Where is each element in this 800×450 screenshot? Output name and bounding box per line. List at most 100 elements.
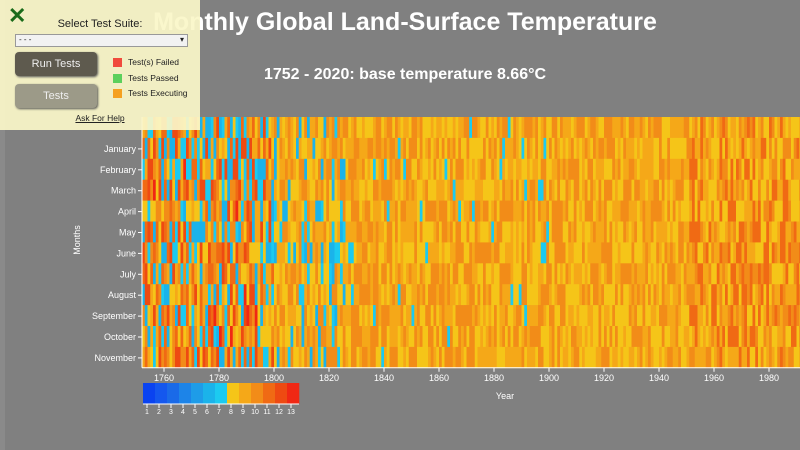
heatmap-cell <box>560 326 564 348</box>
heatmap-cell <box>480 117 484 139</box>
heatmap-cell <box>389 117 393 139</box>
heatmap-cell <box>285 137 289 160</box>
heatmap-cell <box>362 179 366 201</box>
heatmap-cell <box>620 158 624 180</box>
heatmap-cell <box>158 200 162 222</box>
heatmap-cell <box>345 326 349 348</box>
heatmap-cell <box>598 158 602 180</box>
heatmap-cell <box>683 221 687 243</box>
heatmap-cell <box>408 284 412 306</box>
heatmap-cell <box>626 326 630 348</box>
heatmap-cell <box>378 242 382 264</box>
heatmap-cell <box>340 137 344 160</box>
heatmap-cell <box>741 117 745 139</box>
heatmap-cell <box>708 284 712 306</box>
heatmap-cell <box>279 117 283 139</box>
test-suite-select[interactable]: - - - ▾ <box>15 34 188 47</box>
heatmap-cell <box>301 158 305 180</box>
close-icon[interactable]: ✕ <box>8 3 27 28</box>
heatmap-cell <box>452 346 456 369</box>
heatmap-cell <box>725 137 729 160</box>
heatmap-cell <box>455 346 459 369</box>
heatmap-cell <box>199 284 203 306</box>
heatmap-cell <box>483 242 487 264</box>
heatmap-cell <box>576 242 580 264</box>
heatmap-cell <box>626 137 630 160</box>
heatmap-cell <box>144 242 148 264</box>
heatmap-cell <box>175 326 179 348</box>
heatmap-cell <box>304 326 308 348</box>
heatmap-cell <box>243 179 247 201</box>
heatmap-cell <box>408 242 412 264</box>
heatmap-cell <box>370 242 374 264</box>
heatmap-cell <box>604 284 608 306</box>
heatmap-cell <box>510 179 514 201</box>
heatmap-cell <box>554 263 558 285</box>
heatmap-cell <box>612 179 616 201</box>
run-tests-button[interactable]: Run Tests <box>15 52 97 76</box>
heatmap-cell <box>326 117 330 139</box>
heatmap-cell <box>747 305 751 327</box>
heatmap-cell <box>274 284 278 306</box>
heatmap-cell <box>535 346 539 369</box>
x-tick-label: 1960 <box>704 373 724 383</box>
heatmap-cell <box>785 117 789 139</box>
heatmap-cell <box>155 326 159 348</box>
heatmap-cell <box>692 117 696 139</box>
heatmap-cell <box>714 305 718 327</box>
heatmap-cell <box>727 242 731 264</box>
heatmap-cell <box>749 117 753 139</box>
executing-swatch <box>113 89 122 98</box>
heatmap-cell <box>791 242 795 264</box>
heatmap-cell <box>353 305 357 327</box>
heatmap-cell <box>147 179 151 201</box>
heatmap-cell <box>219 158 223 180</box>
legend-swatch <box>191 383 204 404</box>
heatmap-cell <box>175 346 179 369</box>
tests-button[interactable]: Tests <box>15 84 97 108</box>
heatmap-cell <box>675 137 679 160</box>
heatmap-cell <box>700 117 704 139</box>
heatmap-cell <box>565 117 569 139</box>
heatmap-cell <box>210 158 214 180</box>
heatmap-cell <box>249 179 253 201</box>
heatmap-cell <box>326 305 330 327</box>
heatmap-cell <box>144 158 148 180</box>
heatmap-cell <box>166 305 170 327</box>
heatmap-cell <box>243 263 247 285</box>
heatmap-cell <box>293 242 297 264</box>
heatmap-cell <box>551 221 555 243</box>
heatmap-cell <box>342 305 346 327</box>
heatmap-cell <box>686 346 690 369</box>
heatmap-cell <box>571 305 575 327</box>
heatmap-cell <box>700 346 704 369</box>
ask-for-help-link[interactable]: Ask For Help <box>75 113 125 123</box>
heatmap-cell <box>406 158 410 180</box>
heatmap-cell <box>628 179 632 201</box>
heatmap-cell <box>686 117 690 139</box>
heatmap-cell <box>672 346 676 369</box>
heatmap-cell <box>648 346 652 369</box>
heatmap-cell <box>367 179 371 201</box>
heatmap-cell <box>664 137 668 160</box>
heatmap-cell <box>749 263 753 285</box>
heatmap-cell <box>747 179 751 201</box>
heatmap-cell <box>529 305 533 327</box>
heatmap-cell <box>491 158 495 180</box>
heatmap-cell <box>142 284 146 306</box>
heatmap-cell <box>648 284 652 306</box>
heatmap-cell <box>381 200 385 222</box>
heatmap-cell <box>637 117 641 139</box>
heatmap-cell <box>513 346 517 369</box>
heatmap-cell <box>477 326 481 348</box>
heatmap-cell <box>650 346 654 369</box>
heatmap-cell <box>672 179 676 201</box>
heatmap-cell <box>573 221 577 243</box>
heatmap-cell <box>502 137 506 160</box>
heatmap-cell <box>276 346 280 369</box>
heatmap-cell <box>670 263 674 285</box>
heatmap-cell <box>441 242 445 264</box>
heatmap-cell <box>483 158 487 180</box>
heatmap-cell <box>689 200 693 222</box>
heatmap-cell <box>392 263 396 285</box>
